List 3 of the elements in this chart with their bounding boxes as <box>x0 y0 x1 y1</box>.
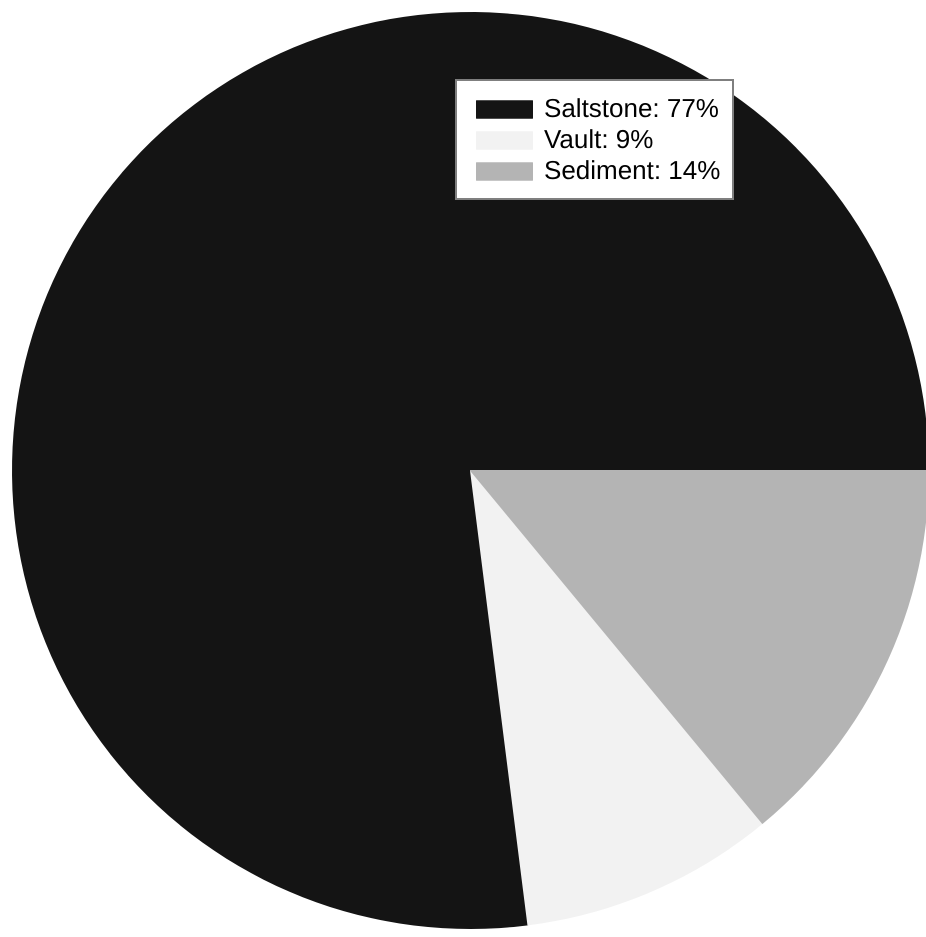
legend-label: Saltstone: 77% <box>544 93 719 124</box>
legend-label: Sediment: 14% <box>544 155 720 186</box>
legend-label: Vault: 9% <box>544 124 654 155</box>
